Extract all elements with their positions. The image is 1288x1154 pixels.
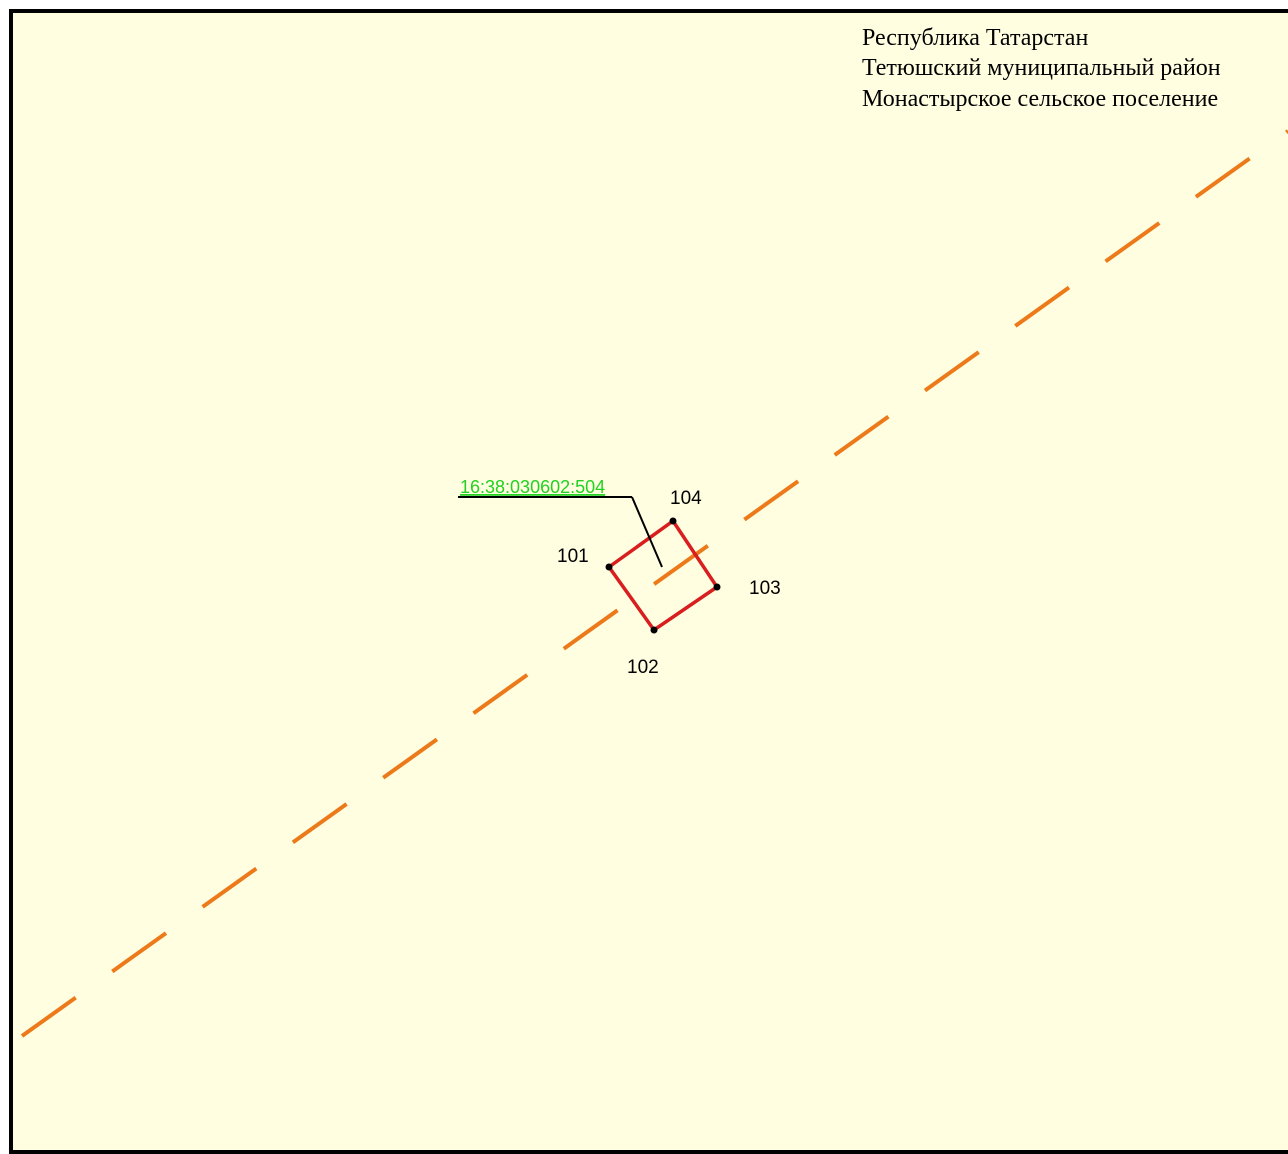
point-label-103: 103 [749,578,781,599]
point-label-101: 101 [557,546,589,567]
point-label-104: 104 [670,488,702,509]
cadastral-number-label[interactable]: 16:38:030602:504 [460,477,605,497]
map-frame [9,9,1288,1154]
vertex-dot-icon [713,583,721,591]
vertex-dot-icon [650,626,658,634]
cadastral-leader-line [631,496,663,568]
vertex-labels: 101 102 103 104 [557,488,781,678]
title-line-republic: Республика Татарстан [862,25,1088,51]
boundary-line [20,129,1288,1038]
cadastral-callout: 16:38:030602:504 [458,477,663,568]
map-title-block: Республика Татарстан Тетюшский муниципал… [862,25,1221,112]
vertex-dot-icon [669,517,677,525]
title-line-settlement: Монастырское сельское поселение [862,86,1218,112]
vertex-dot-icon [605,563,613,571]
vertex-markers [605,517,721,634]
title-line-district: Тетюшский муниципальный район [862,55,1221,81]
point-label-102: 102 [627,657,659,678]
